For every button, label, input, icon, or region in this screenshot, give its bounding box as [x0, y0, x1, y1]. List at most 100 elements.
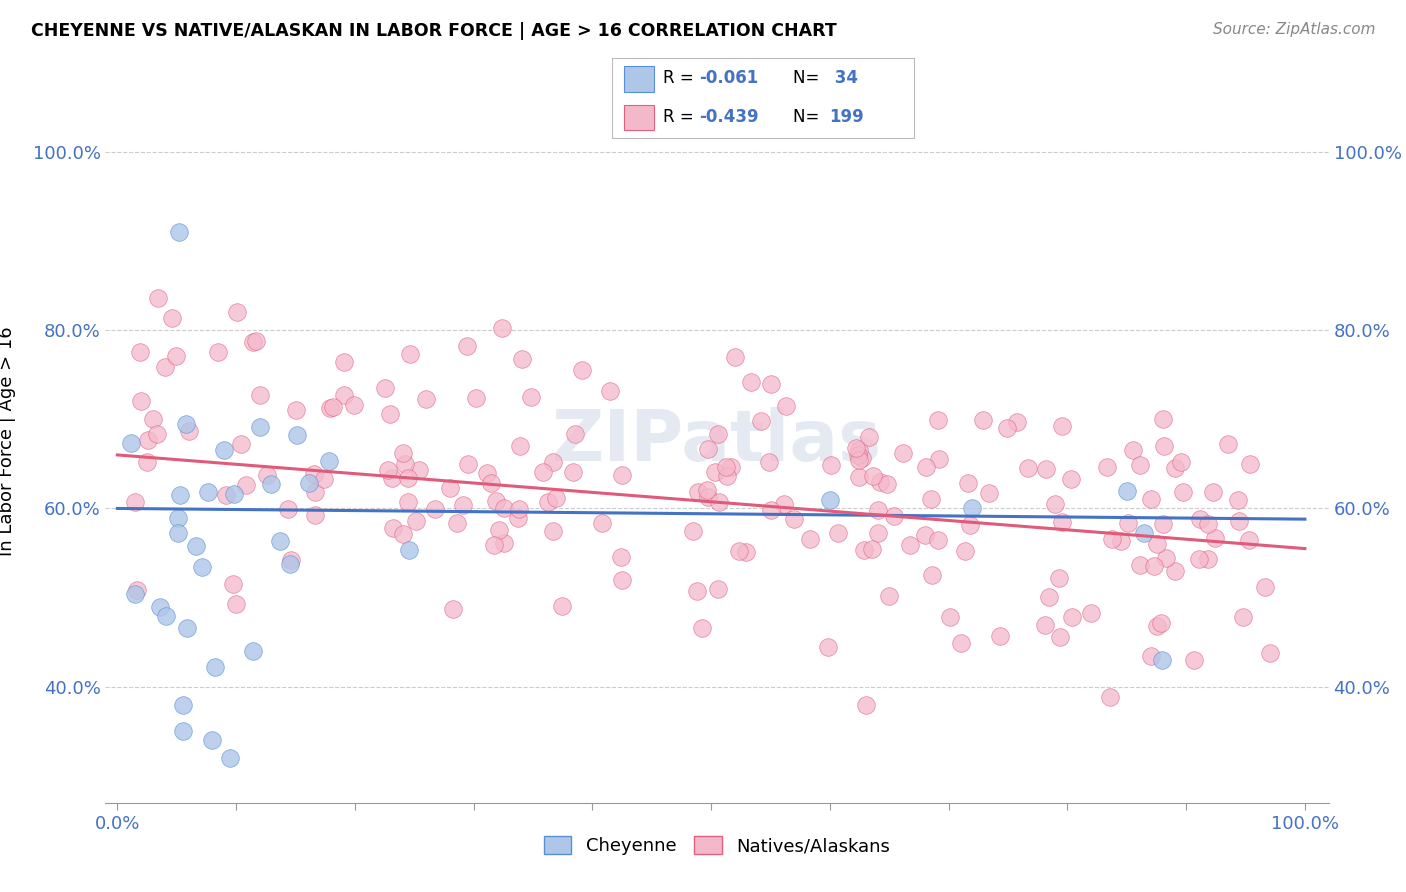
Point [1189, 512, 1212, 526]
Point [537, 495, 560, 509]
Point [318, 454, 340, 468]
Point [484, 493, 506, 508]
Point [818, 492, 841, 507]
Point [464, 391, 486, 405]
Point [1197, 516, 1219, 531]
Point [544, 491, 567, 506]
Point [1052, 418, 1074, 433]
Point [1132, 525, 1154, 540]
Point [280, 553, 302, 567]
Point [740, 375, 762, 389]
Point [256, 468, 278, 483]
Point [928, 451, 950, 466]
Point [343, 397, 366, 411]
Point [166, 511, 188, 525]
Point [1050, 515, 1073, 529]
Text: -0.061: -0.061 [699, 70, 758, 87]
Point [304, 467, 326, 481]
Point [319, 401, 342, 416]
Point [285, 428, 308, 442]
Point [686, 485, 709, 500]
Point [298, 475, 321, 490]
Point [707, 426, 730, 441]
Point [920, 491, 942, 506]
Point [441, 602, 464, 616]
Point [1143, 558, 1166, 573]
Point [959, 517, 981, 532]
Point [817, 640, 839, 655]
Point [599, 384, 621, 398]
Point [735, 545, 758, 559]
Point [245, 334, 267, 348]
Point [423, 501, 446, 516]
Point [848, 443, 870, 458]
Point [1047, 571, 1070, 585]
Text: ZIPatlas: ZIPatlas [553, 407, 882, 476]
Point [249, 420, 271, 434]
Point [304, 508, 326, 522]
Point [1101, 532, 1123, 546]
Point [260, 476, 283, 491]
Point [124, 495, 146, 509]
Point [773, 497, 796, 511]
Point [172, 724, 194, 739]
Point [128, 344, 150, 359]
Point [235, 478, 257, 492]
Point [124, 586, 146, 600]
Point [749, 414, 772, 428]
Point [277, 502, 299, 516]
Point [720, 459, 742, 474]
Point [610, 549, 633, 564]
Point [988, 629, 1011, 643]
Text: R =: R = [664, 70, 699, 87]
Point [704, 466, 727, 480]
Point [893, 446, 915, 460]
Point [492, 535, 515, 549]
Point [848, 452, 870, 467]
Point [1152, 516, 1174, 531]
Point [1097, 460, 1119, 475]
Point [610, 573, 633, 587]
Point [197, 485, 219, 500]
Point [564, 426, 586, 441]
Point [846, 448, 869, 462]
Point [249, 388, 271, 402]
Point [883, 509, 905, 524]
Point [1146, 537, 1168, 551]
Point [690, 621, 713, 635]
Point [775, 399, 797, 413]
Point [716, 469, 738, 483]
Point [1239, 457, 1261, 471]
Text: N=: N= [793, 108, 824, 126]
Point [1232, 610, 1254, 624]
Point [921, 567, 943, 582]
Point [1098, 690, 1121, 705]
Point [1237, 533, 1260, 547]
Point [242, 335, 264, 350]
Point [972, 413, 994, 427]
Point [852, 542, 875, 557]
Point [571, 363, 593, 377]
Point [457, 457, 479, 471]
Point [165, 349, 187, 363]
Point [120, 435, 142, 450]
Point [167, 225, 190, 239]
Point [146, 426, 169, 441]
Point [950, 635, 973, 649]
Point [508, 502, 530, 516]
Point [707, 494, 730, 508]
Point [531, 465, 554, 479]
Point [927, 413, 949, 427]
Point [1201, 484, 1223, 499]
Point [696, 483, 718, 498]
Point [728, 543, 751, 558]
Point [136, 455, 159, 469]
Point [551, 599, 574, 613]
Point [1140, 491, 1163, 506]
Point [242, 644, 264, 658]
Point [862, 469, 884, 483]
Point [1253, 580, 1275, 594]
Point [724, 350, 747, 364]
Point [866, 503, 889, 517]
Point [1204, 531, 1226, 545]
